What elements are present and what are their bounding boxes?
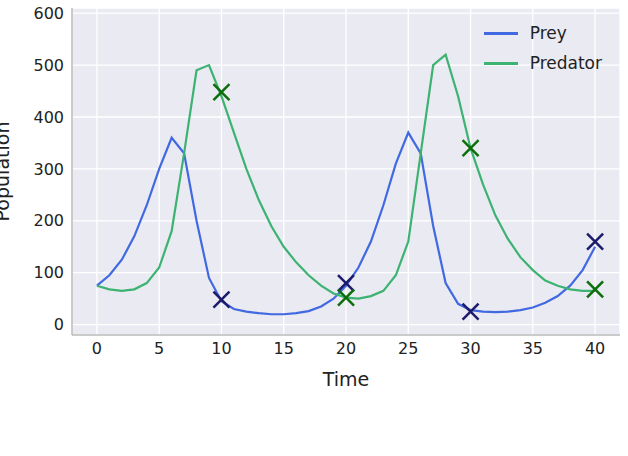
html-text:Prey: Prey (529, 23, 567, 43)
svg-text:15: 15 (274, 339, 294, 358)
svg-text:600: 600 (33, 4, 64, 23)
svg-text:200: 200 (33, 211, 64, 230)
svg-text:10: 10 (211, 339, 231, 358)
svg-text:0: 0 (92, 339, 102, 358)
svg-text:20: 20 (336, 339, 356, 358)
html-text:Predator: Predator (529, 53, 602, 73)
svg-text:300: 300 (33, 160, 64, 179)
svg-text:Population: Population (8, 122, 13, 222)
svg-text:5: 5 (154, 339, 164, 358)
svg-text:500: 500 (33, 56, 64, 75)
svg-text:30: 30 (460, 339, 480, 358)
svg-text:Time: Time (322, 368, 370, 390)
svg-text:100: 100 (33, 263, 64, 282)
svg-text:40: 40 (585, 339, 605, 358)
svg-text:35: 35 (523, 339, 543, 358)
svg-text:400: 400 (33, 108, 64, 127)
svg-text:25: 25 (398, 339, 418, 358)
svg-text:0: 0 (54, 315, 64, 334)
